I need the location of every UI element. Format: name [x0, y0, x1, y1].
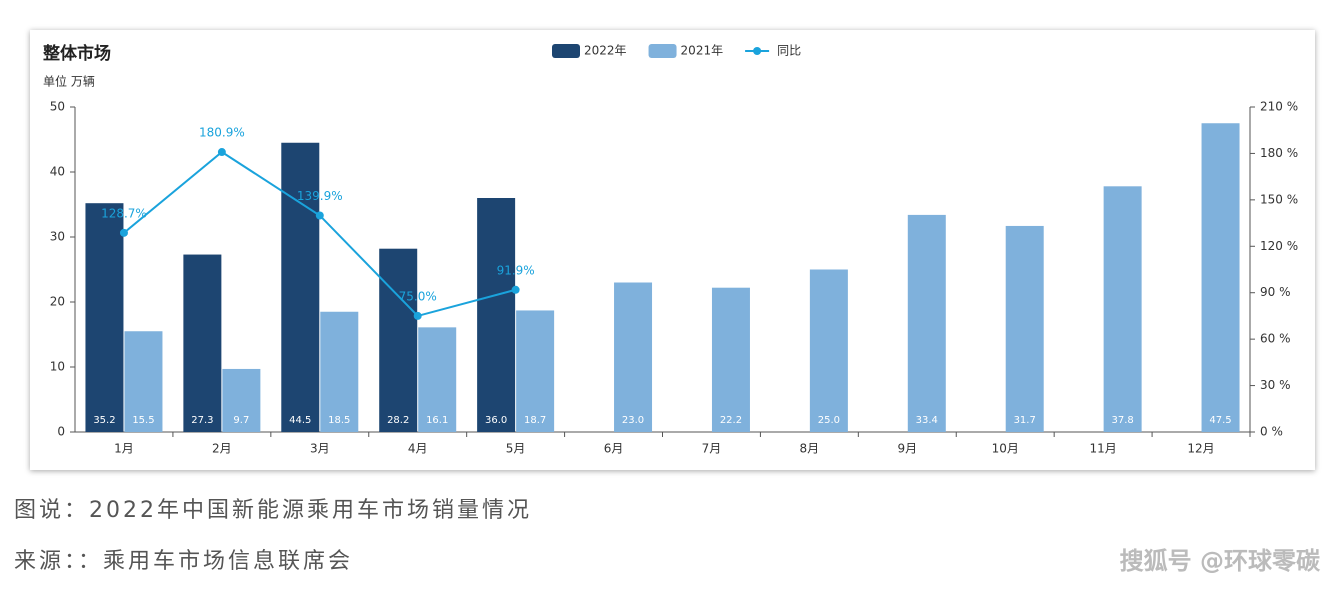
- bar-value-label: 31.7: [1014, 415, 1036, 426]
- y-tick-label: 20: [50, 295, 65, 309]
- y2-tick-label: 0 %: [1260, 425, 1283, 439]
- bar-value-label: 9.7: [233, 415, 249, 426]
- bar: [379, 248, 418, 432]
- bar-value-label: 23.0: [622, 415, 644, 426]
- x-tick-label: 12月: [1187, 442, 1214, 456]
- bar-value-label: 27.3: [191, 415, 213, 426]
- x-tick-label: 4月: [408, 442, 428, 456]
- line-value-label: 91.9%: [497, 263, 535, 277]
- legend-label: 同比: [777, 44, 801, 58]
- x-tick-label: 7月: [702, 442, 722, 456]
- bar-value-label: 28.2: [387, 415, 409, 426]
- bar-value-label: 35.2: [93, 415, 115, 426]
- bar: [124, 331, 163, 432]
- line-value-label: 75.0%: [399, 289, 437, 303]
- x-tick-label: 8月: [800, 442, 820, 456]
- bar: [85, 203, 124, 432]
- legend-label: 2021年: [681, 44, 724, 58]
- x-tick-label: 11月: [1089, 442, 1116, 456]
- line-value-label: 139.9%: [297, 189, 343, 203]
- line-point: [511, 285, 520, 294]
- bar-value-label: 22.2: [720, 415, 742, 426]
- y2-tick-label: 90 %: [1260, 285, 1291, 299]
- x-tick-label: 3月: [310, 442, 330, 456]
- y2-tick-label: 60 %: [1260, 332, 1291, 346]
- y-tick-label: 10: [50, 360, 65, 374]
- bar: [281, 142, 320, 432]
- y2-tick-label: 120 %: [1260, 239, 1298, 253]
- bar-value-label: 33.4: [916, 415, 938, 426]
- chart-subtitle: 单位 万辆: [43, 74, 95, 89]
- x-tick-label: 6月: [604, 442, 624, 456]
- bar-value-label: 16.1: [426, 415, 448, 426]
- y-tick-label: 40: [50, 165, 65, 179]
- bar: [1005, 225, 1044, 432]
- bar-value-label: 15.5: [132, 415, 154, 426]
- bar-value-label: 18.7: [524, 415, 546, 426]
- x-tick-label: 5月: [506, 442, 526, 456]
- line-point: [217, 148, 226, 157]
- bar: [907, 214, 946, 432]
- bar: [1201, 123, 1240, 432]
- bar: [222, 368, 261, 432]
- line-point: [119, 228, 128, 237]
- y-tick-label: 0: [57, 425, 65, 439]
- bar: [418, 327, 457, 432]
- legend-swatch: [552, 44, 580, 58]
- bar: [320, 311, 359, 432]
- bar: [614, 282, 653, 432]
- bar-value-label: 18.5: [328, 415, 350, 426]
- y2-tick-label: 210 %: [1260, 100, 1298, 114]
- x-tick-label: 10月: [992, 442, 1019, 456]
- bar-value-label: 36.0: [485, 415, 507, 426]
- legend-label: 2022年: [584, 44, 627, 58]
- bar-value-label: 44.5: [289, 415, 311, 426]
- bar-value-label: 37.8: [1111, 415, 1133, 426]
- bar: [711, 287, 750, 432]
- line-point: [413, 311, 422, 320]
- source: 来源：：乘用车市场信息联席会: [14, 549, 353, 574]
- caption: 图说：2022年中国新能源乘用车市场销量情况: [14, 498, 532, 523]
- bar: [809, 269, 848, 432]
- watermark: 搜狐号 @环球零碳: [1120, 547, 1321, 575]
- y2-tick-label: 30 %: [1260, 378, 1291, 392]
- bar: [477, 198, 516, 432]
- legend-swatch: [753, 47, 762, 55]
- bar: [183, 254, 222, 432]
- y-tick-label: 30: [50, 230, 65, 244]
- x-tick-label: 9月: [897, 442, 917, 456]
- line-point: [315, 211, 324, 220]
- bar-value-label: 47.5: [1209, 415, 1231, 426]
- bar: [1103, 186, 1142, 432]
- bar-value-label: 25.0: [818, 415, 840, 426]
- chart-title: 整体市场: [43, 43, 111, 64]
- legend-swatch: [648, 44, 677, 58]
- line-value-label: 180.9%: [199, 126, 245, 140]
- y2-tick-label: 150 %: [1260, 192, 1298, 206]
- line-value-label: 128.7%: [101, 206, 147, 220]
- bar: [516, 310, 555, 432]
- y2-tick-label: 180 %: [1260, 146, 1298, 160]
- x-tick-label: 1月: [114, 442, 134, 456]
- x-tick-label: 2月: [212, 442, 232, 456]
- y-tick-label: 50: [50, 100, 65, 114]
